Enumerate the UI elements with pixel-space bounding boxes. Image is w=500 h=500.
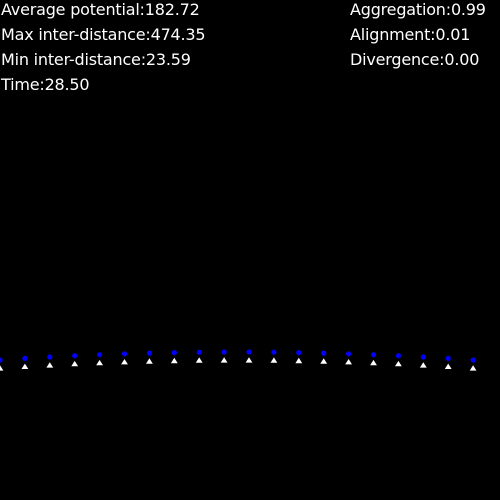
target-marker (196, 349, 202, 355)
alignment-readout: Alignment:0.01 (350, 22, 470, 47)
target-marker (296, 350, 302, 356)
agent (295, 357, 303, 364)
average-potential-value: 182.72 (144, 0, 200, 19)
divergence-readout: Divergence:0.00 (350, 47, 479, 72)
target-marker (97, 352, 103, 358)
target-marker (0, 357, 3, 363)
agent (0, 365, 4, 371)
agent (320, 358, 328, 364)
average-potential-readout: Average potential:182.72 (1, 0, 200, 22)
agent (220, 357, 228, 363)
aggregation-value: 0.99 (450, 0, 486, 19)
time-value: 28.50 (44, 75, 90, 94)
agent (370, 359, 377, 366)
average-potential-label: Average potential: (1, 0, 145, 19)
agent (96, 359, 103, 366)
target-marker (221, 349, 227, 355)
agent (444, 363, 452, 369)
max-inter-distance-label: Max inter-distance: (1, 25, 151, 44)
agent (345, 359, 352, 365)
agent (21, 363, 29, 369)
agent (419, 362, 427, 368)
agent (245, 357, 253, 363)
agent (195, 357, 203, 363)
target-marker (146, 350, 152, 356)
agent (270, 357, 278, 363)
target-marker (271, 349, 277, 355)
divergence-value: 0.00 (444, 50, 480, 69)
target-marker (246, 349, 252, 355)
target-marker (171, 350, 177, 356)
target-marker (445, 355, 451, 361)
target-marker (321, 350, 327, 356)
agent (46, 362, 54, 368)
agent (121, 359, 128, 365)
agent (146, 358, 153, 364)
agent (170, 357, 178, 364)
target-marker (346, 351, 352, 357)
target-marker (22, 355, 28, 361)
target-marker (370, 352, 377, 358)
time-readout: Time:28.50 (1, 72, 90, 97)
min-inter-distance-readout: Min inter-distance:23.59 (1, 47, 191, 72)
target-marker (470, 357, 476, 363)
divergence-label: Divergence: (350, 50, 445, 69)
aggregation-label: Aggregation: (350, 0, 451, 19)
agent (469, 365, 477, 371)
max-inter-distance-value: 474.35 (150, 25, 206, 44)
aggregation-readout: Aggregation:0.99 (350, 0, 486, 22)
target-marker (121, 351, 128, 357)
target-marker (395, 353, 401, 359)
target-marker (47, 354, 53, 360)
max-inter-distance-readout: Max inter-distance:474.35 (1, 22, 206, 47)
alignment-label: Alignment: (350, 25, 436, 44)
agent (395, 360, 402, 367)
min-inter-distance-label: Min inter-distance: (1, 50, 146, 69)
agent (71, 360, 79, 367)
alignment-value: 0.01 (435, 25, 471, 44)
min-inter-distance-value: 23.59 (145, 50, 191, 69)
time-label: Time: (1, 75, 45, 94)
target-marker (420, 354, 426, 360)
target-marker (72, 353, 78, 359)
